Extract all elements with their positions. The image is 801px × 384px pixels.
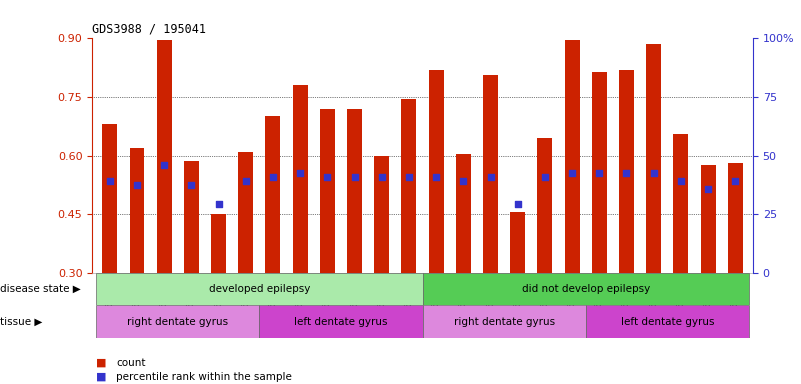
Bar (130, 148, 144, 273)
Point (457, 178, 469, 184)
Bar (157, 40, 171, 273)
Bar (619, 70, 634, 273)
Bar (184, 161, 199, 273)
Point (267, 174, 280, 180)
Bar (674, 134, 688, 273)
Bar (646, 44, 661, 273)
Bar (429, 70, 444, 273)
Bar (728, 163, 743, 273)
Bar (423, 273, 749, 305)
Point (538, 174, 551, 180)
Bar (238, 152, 253, 273)
Point (348, 174, 361, 180)
Point (702, 185, 714, 192)
Bar (423, 305, 586, 338)
Text: developed epilepsy: developed epilepsy (209, 284, 310, 294)
Point (593, 170, 606, 176)
Bar (211, 214, 226, 273)
Text: count: count (116, 358, 146, 368)
Point (376, 174, 388, 180)
Point (674, 178, 687, 184)
Bar (456, 154, 471, 273)
Point (294, 170, 307, 176)
Point (484, 174, 497, 180)
Bar (374, 156, 389, 273)
Point (729, 178, 742, 184)
Point (647, 170, 660, 176)
Bar (292, 85, 308, 273)
Text: left dentate gyrus: left dentate gyrus (621, 316, 714, 327)
Point (185, 182, 198, 188)
Text: right dentate gyrus: right dentate gyrus (127, 316, 228, 327)
Text: percentile rank within the sample: percentile rank within the sample (116, 372, 292, 382)
Bar (96, 273, 423, 305)
Bar (565, 40, 580, 273)
Text: disease state ▶: disease state ▶ (0, 284, 81, 294)
Bar (265, 116, 280, 273)
Bar (592, 71, 607, 273)
Point (620, 170, 633, 176)
Bar (401, 99, 417, 273)
Bar (260, 305, 423, 338)
Bar (103, 124, 117, 273)
Bar (320, 109, 335, 273)
Text: tissue ▶: tissue ▶ (0, 316, 42, 327)
Point (566, 170, 578, 176)
Point (158, 162, 171, 168)
Point (239, 178, 252, 184)
Point (511, 201, 524, 207)
Bar (701, 165, 715, 273)
Point (103, 178, 116, 184)
Text: right dentate gyrus: right dentate gyrus (453, 316, 554, 327)
Point (212, 201, 225, 207)
Point (403, 174, 416, 180)
Text: did not develop epilepsy: did not develop epilepsy (521, 284, 650, 294)
Point (429, 174, 442, 180)
Bar (510, 212, 525, 273)
Point (131, 182, 143, 188)
Bar (96, 305, 260, 338)
Text: left dentate gyrus: left dentate gyrus (294, 316, 388, 327)
Bar (483, 76, 498, 273)
Bar (537, 138, 553, 273)
Text: GDS3988 / 195041: GDS3988 / 195041 (92, 23, 206, 36)
Text: ■: ■ (96, 372, 107, 382)
Bar (347, 109, 362, 273)
Text: ■: ■ (96, 358, 107, 368)
Bar (586, 305, 749, 338)
Point (321, 174, 334, 180)
